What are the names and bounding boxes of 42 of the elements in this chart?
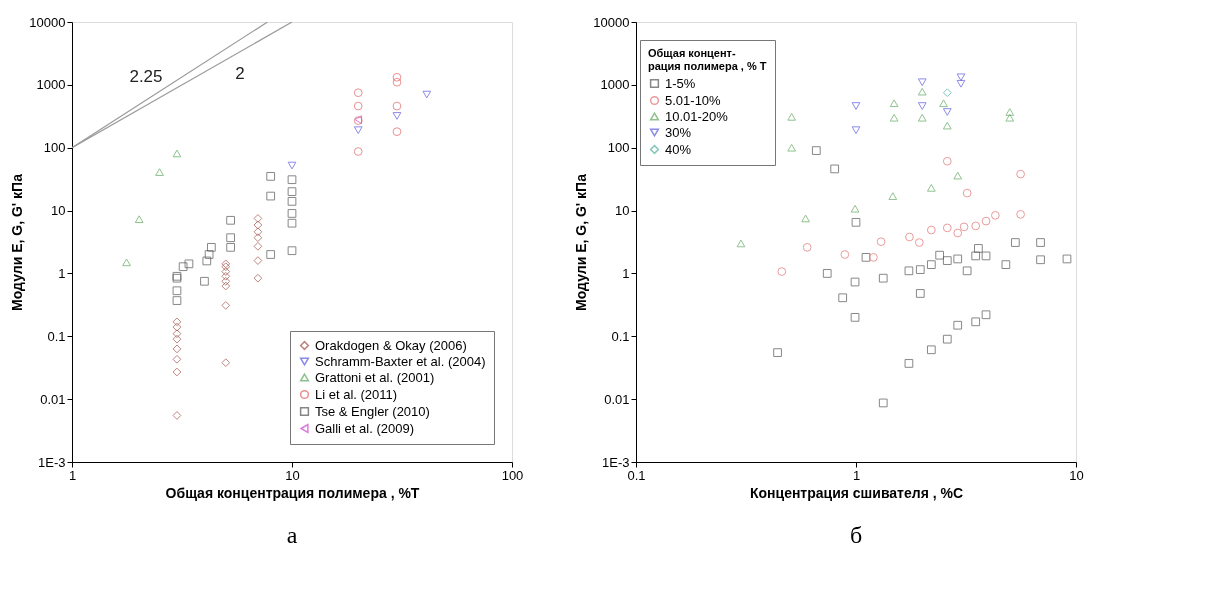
y-tick-label: 1E-3	[602, 454, 630, 470]
series-label: 2.25	[129, 67, 163, 87]
legend-label: 30%	[665, 124, 692, 140]
legend-label: 1-5%	[665, 75, 696, 91]
y-tick-label: 10	[615, 203, 630, 219]
x-tick-label: 10	[285, 467, 300, 483]
x-tick-label: 1	[852, 467, 861, 483]
y-axis-title: Модули E, G, G' кПа	[9, 173, 26, 311]
series-label: 2	[235, 63, 245, 83]
y-tick-label: 10	[51, 203, 66, 219]
x-axis-title: Концентрация сшивателя , %С	[749, 484, 964, 501]
y-tick-label: 0.1	[47, 328, 66, 344]
y-tick-label: 0.1	[611, 328, 630, 344]
x-tick-label: 10	[1069, 467, 1084, 483]
y-tick-label: 10000	[593, 14, 630, 30]
legend-label: Tse & Engler (2010)	[315, 403, 430, 419]
x-tick-label: 1	[68, 467, 77, 483]
text: а	[286, 522, 298, 548]
y-tick-label: 100	[43, 140, 66, 156]
text: б	[849, 522, 863, 548]
legend-label: Orakdogen & Okay (2006)	[315, 337, 467, 353]
y-tick-label: 1E-3	[38, 454, 66, 470]
y-axis-title: Модули E, G, G' кПа	[573, 173, 590, 311]
legend-label: Galli et al. (2009)	[315, 420, 414, 436]
y-tick-label: 1000	[36, 77, 66, 93]
x-axis-title: Общая концентрация полимера , %T	[165, 484, 420, 501]
x-tick-label: 100	[501, 467, 524, 483]
legend-label: 5.01-10%	[665, 92, 722, 108]
legend-label: Schramm-Baxter et al. (2004)	[315, 353, 486, 369]
x-tick-label: 0.1	[627, 467, 646, 483]
legend-label: 40%	[665, 141, 692, 157]
y-tick-label: 0.01	[604, 391, 630, 407]
y-tick-label: 100	[607, 140, 630, 156]
y-tick-label: 10000	[29, 14, 66, 30]
y-tick-label: 1	[622, 265, 630, 281]
y-tick-label: 0.01	[40, 391, 66, 407]
legend-title: Общая концент- рация полимера , % T	[648, 47, 767, 72]
legend-label: Li et al. (2011)	[315, 386, 398, 402]
legend-label: Grattoni et al. (2001)	[315, 369, 435, 385]
y-tick-label: 1000	[600, 77, 630, 93]
legend-label: 10.01-20%	[665, 108, 729, 124]
y-tick-label: 1	[58, 265, 66, 281]
